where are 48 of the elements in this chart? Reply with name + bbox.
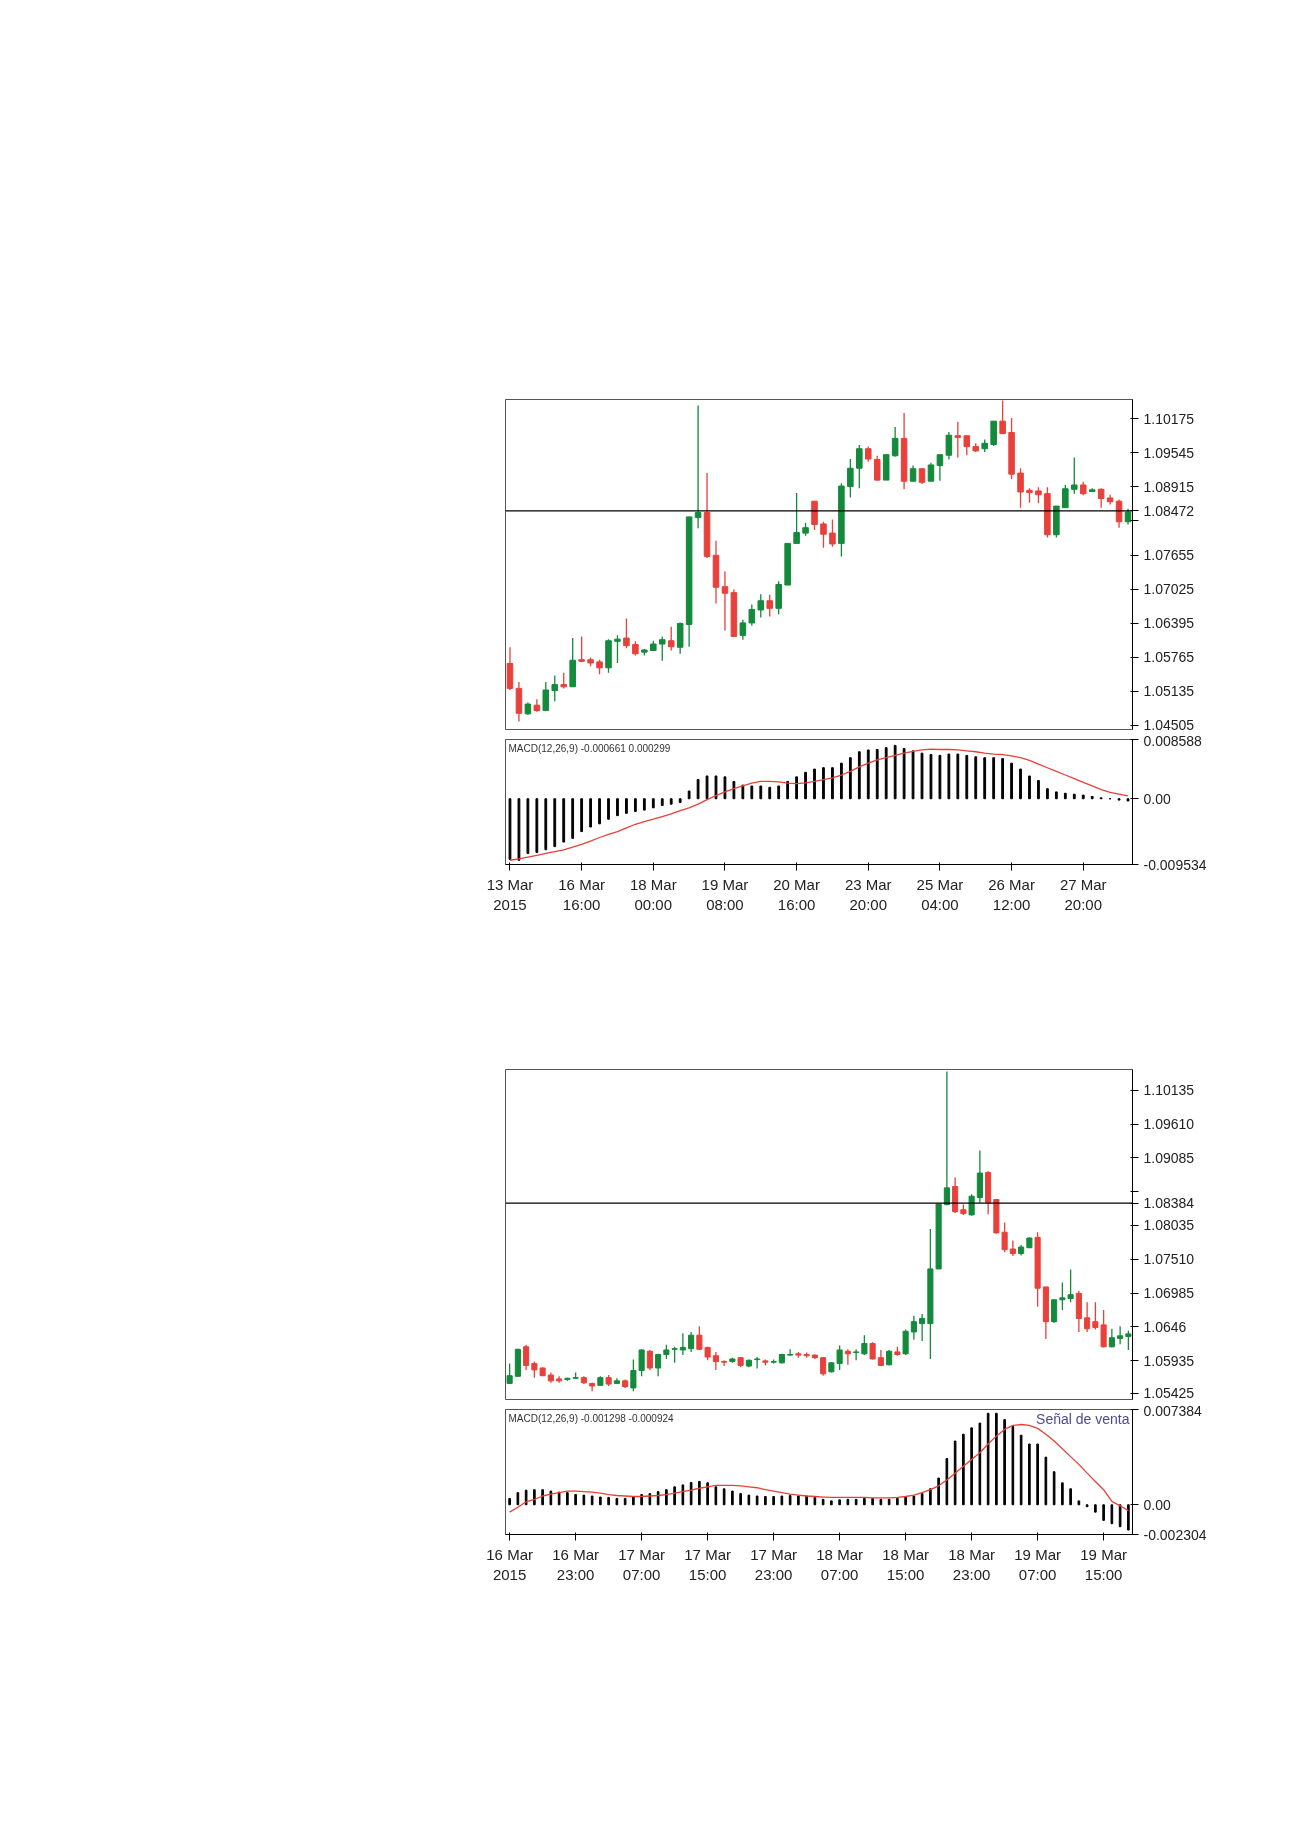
y-tick-label: -0.009534	[1143, 856, 1207, 873]
y-tick-label: 1.05425	[1143, 1385, 1195, 1402]
x-tick-label: 19 Mar 15:00	[1080, 1545, 1127, 1583]
y-tick-label: 1.09545	[1143, 444, 1195, 461]
y-tick-label: 1.05135	[1143, 683, 1195, 700]
y-tick-label: 0.008588	[1143, 732, 1203, 749]
x-tick-label: 19 Mar 08:00	[701, 875, 749, 913]
x-tick-label: 27 Mar 20:00	[1059, 875, 1107, 913]
ref-line-label: 1.08384	[1143, 1195, 1195, 1212]
x-tick-label: 25 Mar 04:00	[916, 875, 964, 913]
y-tick-label: 1.05765	[1143, 649, 1195, 666]
y-tick-label: 1.04505	[1143, 717, 1195, 734]
x-tick-label: 18 Mar 23:00	[948, 1545, 995, 1583]
x-tick-label: 20 Mar 16:00	[773, 875, 820, 913]
y-tick-label: 1.05935	[1143, 1352, 1195, 1369]
y-tick-label: 1.06395	[1143, 615, 1195, 632]
y-tick-label: 1.09610	[1143, 1116, 1195, 1133]
y-tick-label: 0.00	[1143, 790, 1171, 807]
x-tick-label: 17 Mar 07:00	[618, 1545, 665, 1583]
chart-title: MACD(12,26,9) -0.000661 0.000299	[508, 742, 671, 754]
x-tick-label: 18 Mar 07:00	[816, 1545, 863, 1583]
y-tick-label: 0.00	[1143, 1496, 1171, 1513]
y-tick-label: 1.08035	[1143, 1217, 1195, 1234]
ref-line-label: 1.08472	[1143, 502, 1195, 519]
x-tick-label: 13 Mar 2015	[486, 875, 534, 913]
x-tick-label: 17 Mar 23:00	[750, 1545, 797, 1583]
x-tick-label: 18 Mar 00:00	[629, 875, 677, 913]
x-tick-label: 19 Mar 07:00	[1014, 1545, 1061, 1583]
y-tick-label: 0.007384	[1143, 1402, 1203, 1419]
y-tick-label: 1.09085	[1143, 1149, 1195, 1166]
y-tick-label: 1.10135	[1143, 1082, 1195, 1099]
y-tick-label: 1.0646	[1143, 1318, 1187, 1335]
y-tick-label: 1.07655	[1143, 547, 1195, 564]
x-tick-label: 16 Mar 16:00	[558, 875, 605, 913]
x-tick-label: 17 Mar 15:00	[684, 1545, 731, 1583]
y-tick-label: -0.002304	[1143, 1526, 1207, 1543]
x-tick-label: 16 Mar 23:00	[552, 1545, 599, 1583]
annotation: Señal de venta	[1036, 1410, 1130, 1427]
x-tick-label: 26 Mar 12:00	[988, 875, 1035, 913]
x-tick-label: 18 Mar 15:00	[882, 1545, 929, 1583]
x-tick-label: 16 Mar 2015	[486, 1545, 533, 1583]
y-tick-label: 1.10175	[1143, 410, 1195, 427]
y-tick-label: 1.07025	[1143, 581, 1195, 598]
y-tick-label: 1.08915	[1143, 478, 1195, 495]
x-tick-label: 23 Mar 20:00	[844, 875, 892, 913]
chart-title: MACD(12,26,9) -0.001298 -0.000924	[508, 1412, 675, 1424]
y-tick-label: 1.07510	[1143, 1251, 1195, 1268]
y-tick-label: 1.06985	[1143, 1285, 1195, 1302]
